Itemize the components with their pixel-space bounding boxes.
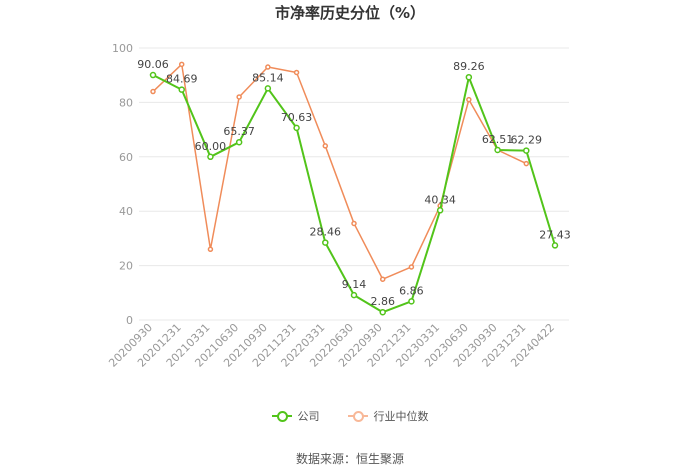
series-0-point-5 [293,124,300,132]
series-0-point-2 [207,153,214,161]
data-label-13: 62.29 [511,134,543,147]
data-label-11: 89.26 [453,60,485,73]
y-tick-label-3: 60 [119,151,133,164]
data-label-5: 70.63 [281,111,313,124]
series-0-point-3 [235,138,243,146]
data-label-10: 40.34 [424,193,456,206]
y-tick-label-0: 0 [126,314,133,327]
series-0-point-8 [379,308,386,316]
series-0-point-10 [436,207,444,214]
series-0-point-7 [350,291,358,299]
series-1-point-11 [466,96,472,103]
series-1-point-2 [207,246,214,253]
series-0-point-4 [264,85,272,92]
data-label-8: 2.86 [370,295,395,308]
series-1-point-3 [236,94,242,100]
series-1-point-8 [379,276,386,282]
series-1-point-0 [150,88,156,95]
data-label-14: 27.43 [539,228,571,241]
series-1-point-6 [322,143,329,149]
y-tick-label-2: 40 [119,205,133,218]
legend-label-industry-median: 行业中位数 [373,410,429,423]
series-0-point-12 [494,146,501,154]
series-0-point-13 [523,147,530,154]
legend-swatch-industry-median [347,411,368,422]
data-label-1: 84.69 [166,73,198,86]
y-tick-label-5: 100 [112,42,133,55]
series-1-point-9 [408,264,415,270]
data-label-3: 65.37 [223,125,255,138]
series-0-point-6 [322,239,329,246]
data-label-4: 85.14 [252,71,284,84]
data-source: 数据来源：恒生聚源 [295,452,404,466]
data-label-9: 6.86 [399,284,424,297]
data-label-12: 62.51 [482,133,514,146]
data-label-6: 28.46 [310,226,342,239]
series-1-point-4 [265,64,271,70]
legend-label-company: 公司 [297,410,320,423]
series-1-point-5 [293,69,300,76]
y-tick-label-1: 20 [119,260,133,273]
series-1-point-13 [523,160,530,167]
data-label-0: 90.06 [137,58,169,71]
series-1-point-7 [351,220,357,227]
legend-swatch-company [271,411,292,422]
series-0-point-9 [408,298,415,305]
y-tick-label-4: 80 [119,96,133,109]
series-1-point-1 [178,61,185,68]
series-line-0 [152,74,556,314]
chart-legend: 公司 行业中位数 [0,408,700,424]
data-label-7: 9.14 [342,278,367,291]
series-0-point-1 [178,86,185,93]
series-0-point-11 [465,73,473,81]
legend-item-company[interactable]: 公司 [271,408,320,424]
series-0-point-14 [551,242,559,249]
legend-item-industry-median[interactable]: 行业中位数 [347,408,429,424]
series-0-point-0 [149,71,157,79]
series-line-1 [152,63,527,280]
data-label-2: 60.00 [195,140,227,153]
chart-title: 市净率历史分位（%） [274,4,426,22]
